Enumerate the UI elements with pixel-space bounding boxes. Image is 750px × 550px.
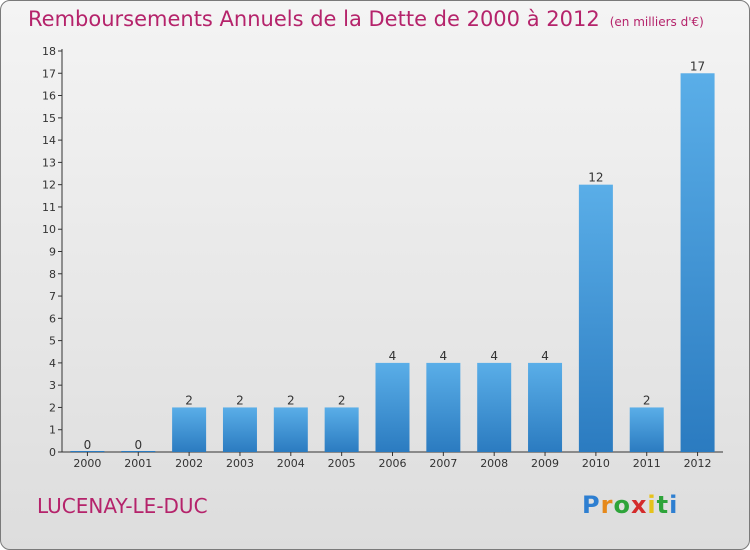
y-tick-label: 16 [42, 90, 56, 103]
data-label: 2 [185, 393, 193, 407]
y-tick-label: 14 [42, 134, 56, 147]
y-tick-label: 9 [49, 246, 56, 259]
y-tick-label: 3 [49, 379, 56, 392]
logo-letter: r [600, 491, 614, 519]
x-tick-label: 2011 [633, 457, 661, 470]
x-tick-label: 2009 [531, 457, 559, 470]
data-label: 17 [690, 59, 705, 73]
bar [528, 362, 563, 452]
bar [375, 362, 410, 452]
bar [477, 362, 512, 452]
logo-letter: o [613, 491, 631, 519]
bar [222, 407, 257, 452]
chart-unit: (en milliers d'€) [609, 15, 704, 29]
data-label: 4 [541, 349, 549, 363]
x-tick-label: 2003 [226, 457, 254, 470]
y-tick-label: 11 [42, 201, 56, 214]
y-tick-label: 17 [42, 67, 56, 80]
y-tick-label: 12 [42, 179, 56, 192]
logo-letter: P [582, 491, 601, 519]
x-tick-label: 2007 [429, 457, 457, 470]
data-label: 4 [490, 349, 498, 363]
y-tick-label: 5 [49, 335, 56, 348]
y-tick-label: 8 [49, 268, 56, 281]
logo-letter: x [630, 491, 648, 519]
x-tick-label: 2005 [328, 457, 356, 470]
logo-letter: i [647, 491, 657, 519]
x-tick-label: 2006 [379, 457, 407, 470]
data-label: 2 [236, 393, 244, 407]
bar [172, 407, 207, 452]
y-tick-label: 15 [42, 112, 56, 125]
data-label: 4 [389, 349, 397, 363]
data-label: 2 [643, 393, 651, 407]
bar [324, 407, 359, 452]
y-tick-label: 1 [49, 424, 56, 437]
y-tick-label: 4 [49, 357, 56, 370]
x-tick-label: 2000 [73, 457, 101, 470]
y-tick-label: 18 [42, 45, 56, 58]
x-tick-label: 2012 [684, 457, 712, 470]
y-tick-label: 7 [49, 290, 56, 303]
data-label: 4 [440, 349, 448, 363]
data-label: 12 [588, 171, 603, 185]
x-tick-label: 2002 [175, 457, 203, 470]
data-label: 0 [134, 438, 142, 452]
y-tick-label: 13 [42, 156, 56, 169]
proxiti-logo: Proxiti [582, 491, 678, 519]
chart-title: Remboursements Annuels de la Dette de 20… [28, 7, 600, 31]
data-label: 2 [338, 393, 346, 407]
bar [629, 407, 664, 452]
y-tick-label: 6 [49, 312, 56, 325]
bar [680, 73, 715, 453]
commune-name: LUCENAY-LE-DUC [37, 494, 208, 518]
data-label: 2 [287, 393, 295, 407]
logo-letter: t [656, 491, 670, 519]
logo-letter: i [669, 491, 679, 519]
x-tick-label: 2008 [480, 457, 508, 470]
bar [578, 184, 613, 452]
bar [426, 362, 461, 452]
y-tick-label: 10 [42, 223, 56, 236]
x-tick-label: 2010 [582, 457, 610, 470]
y-tick-label: 2 [49, 401, 56, 414]
bar [273, 407, 308, 452]
chart-title-block: Remboursements Annuels de la Dette de 20… [28, 7, 704, 31]
data-label: 0 [84, 438, 92, 452]
y-tick-label: 0 [49, 446, 56, 459]
x-tick-label: 2001 [124, 457, 152, 470]
x-tick-label: 2004 [277, 457, 305, 470]
